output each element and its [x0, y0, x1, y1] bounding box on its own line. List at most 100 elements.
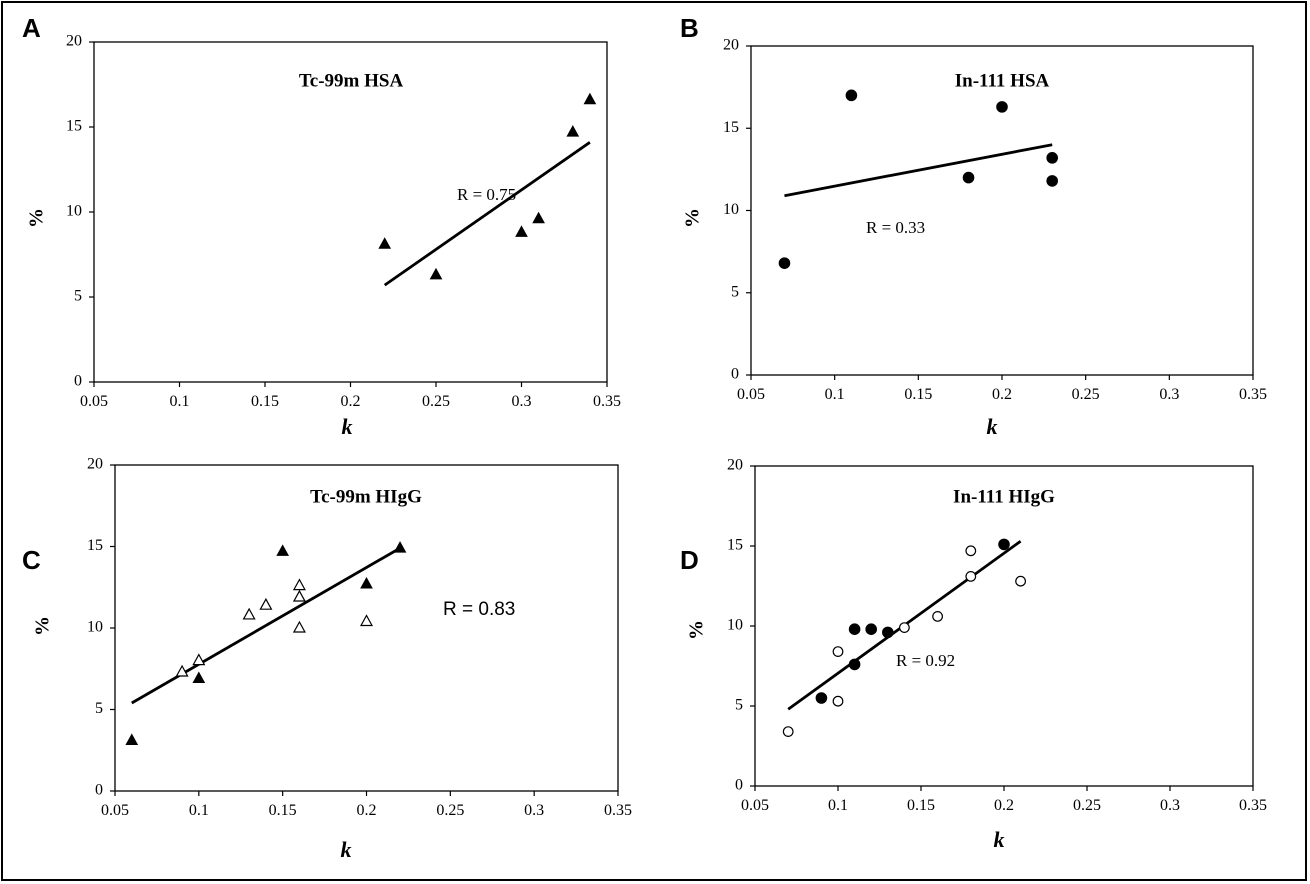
data-point: [175, 664, 189, 677]
panel-letter: C: [22, 545, 41, 575]
panel-letter: A: [22, 13, 41, 43]
data-point: [515, 225, 528, 237]
y-tick-label: 15: [723, 119, 739, 136]
y-tick-label: 10: [727, 617, 743, 634]
data-point: [359, 614, 374, 627]
data-point: [378, 237, 392, 249]
x-tick-label: 0.15: [269, 802, 297, 819]
y-axis-label: %: [682, 208, 704, 228]
data-point: [845, 89, 858, 102]
data-point: [865, 623, 877, 635]
panel-letter: B: [680, 13, 699, 43]
trendline: [383, 141, 591, 287]
data-point: [778, 257, 791, 269]
data-point: [965, 545, 977, 557]
data-point: [932, 611, 943, 622]
plot-area: [750, 45, 1254, 376]
y-tick-label: 15: [727, 537, 743, 554]
x-tick-label: 0.15: [907, 797, 935, 814]
x-tick-label: 0.2: [341, 393, 361, 410]
data-point: [583, 92, 597, 105]
y-tick-label: 10: [66, 203, 82, 220]
x-axis-label: k: [342, 414, 353, 439]
chart-panel-c: C Tc-99m HIgG 0.05 0.1 0.15 0.2 0.25 0.3 0.35 0 5 1…: [22, 456, 632, 862]
x-tick-label: 0.15: [904, 386, 932, 403]
x-tick-label: 0.35: [604, 802, 632, 819]
data-point: [962, 171, 975, 184]
x-tick-label: 0.1: [825, 386, 845, 403]
x-tick-label: 0.3: [1160, 797, 1180, 814]
x-tick-label: 0.2: [994, 797, 1014, 814]
data-point: [881, 626, 894, 639]
chart-panel-d: D In-111 HIgG 0.05 0.1 0.15 0.2 0.25 0.3 0.35 0 5 1…: [680, 457, 1267, 852]
y-tick-label: 10: [87, 619, 103, 636]
y-tick-label: 20: [723, 37, 739, 54]
y-axis-label: %: [26, 208, 48, 228]
x-tick-label: 0.05: [101, 802, 129, 819]
y-axis-label: %: [32, 616, 54, 636]
x-tick-label: 0.1: [828, 797, 848, 814]
data-point: [360, 576, 373, 589]
data-point: [998, 538, 1010, 551]
y-tick-label: 5: [735, 697, 743, 714]
data-point: [259, 597, 273, 610]
x-tick-label: 0.05: [80, 393, 108, 410]
x-axis-label: k: [987, 414, 998, 439]
x-tick-label: 0.3: [512, 393, 532, 410]
x-tick-label: 0.05: [741, 797, 769, 814]
trendline: [784, 143, 1053, 198]
chart-title: In-111 HIgG: [953, 486, 1055, 507]
chart-panel-a: A Tc-99m HSA 0.05 0.1 0.15 0.2 0.25 0.3 0.35 0 5 10…: [22, 13, 621, 439]
panel-letter: D: [680, 545, 699, 575]
data-point: [242, 607, 256, 620]
plot-area: [754, 465, 1254, 787]
y-tick-label: 5: [731, 283, 739, 300]
y-tick-label: 5: [95, 700, 103, 717]
y-tick-label: 20: [727, 457, 743, 474]
y-tick-label: 15: [66, 118, 82, 135]
x-tick-label: 0.25: [1073, 797, 1101, 814]
y-axis-label: %: [686, 620, 708, 640]
data-point: [292, 620, 306, 633]
x-tick-label: 0.25: [1072, 386, 1100, 403]
y-tick-label: 20: [66, 33, 82, 50]
y-tick-label: 20: [87, 456, 103, 473]
y-tick-label: 10: [723, 201, 739, 218]
x-tick-label: 0.35: [1239, 797, 1267, 814]
data-point: [815, 692, 828, 704]
trendline: [131, 546, 401, 705]
data-point: [899, 622, 910, 633]
y-tick-label: 15: [87, 537, 103, 554]
x-tick-label: 0.05: [737, 386, 765, 403]
x-tick-label: 0.3: [1159, 386, 1179, 403]
r-value-annotation: R = 0.83: [443, 599, 515, 620]
x-tick-label: 0.2: [992, 386, 1012, 403]
data-point: [192, 671, 206, 684]
data-point: [292, 589, 306, 602]
plot-area: [93, 41, 608, 383]
data-point: [1046, 175, 1058, 187]
x-tick-label: 0.1: [170, 393, 190, 410]
x-tick-label: 0.1: [189, 802, 209, 819]
chart-panel-b: B In-111 HSA 0.05 0.1 0.15 0.2 0.25 0.3 0.35 0 5 10…: [680, 13, 1267, 439]
data-point: [832, 695, 844, 707]
data-point: [292, 578, 306, 591]
y-tick-label: 0: [731, 366, 739, 383]
data-point: [782, 726, 794, 737]
data-point: [429, 267, 443, 280]
data-point: [996, 101, 1008, 113]
data-point: [192, 653, 206, 666]
data-point: [1046, 152, 1058, 164]
x-tick-label: 0.25: [422, 393, 450, 410]
x-tick-label: 0.3: [524, 802, 544, 819]
r-value-annotation: R = 0.75: [457, 185, 516, 204]
x-tick-label: 0.35: [1239, 386, 1267, 403]
r-value-annotation: R = 0.33: [866, 218, 925, 237]
x-tick-label: 0.15: [251, 393, 279, 410]
chart-title: Tc-99m HSA: [299, 70, 404, 91]
data-point: [566, 125, 580, 137]
data-point: [848, 658, 861, 671]
x-axis-label: k: [341, 837, 352, 862]
